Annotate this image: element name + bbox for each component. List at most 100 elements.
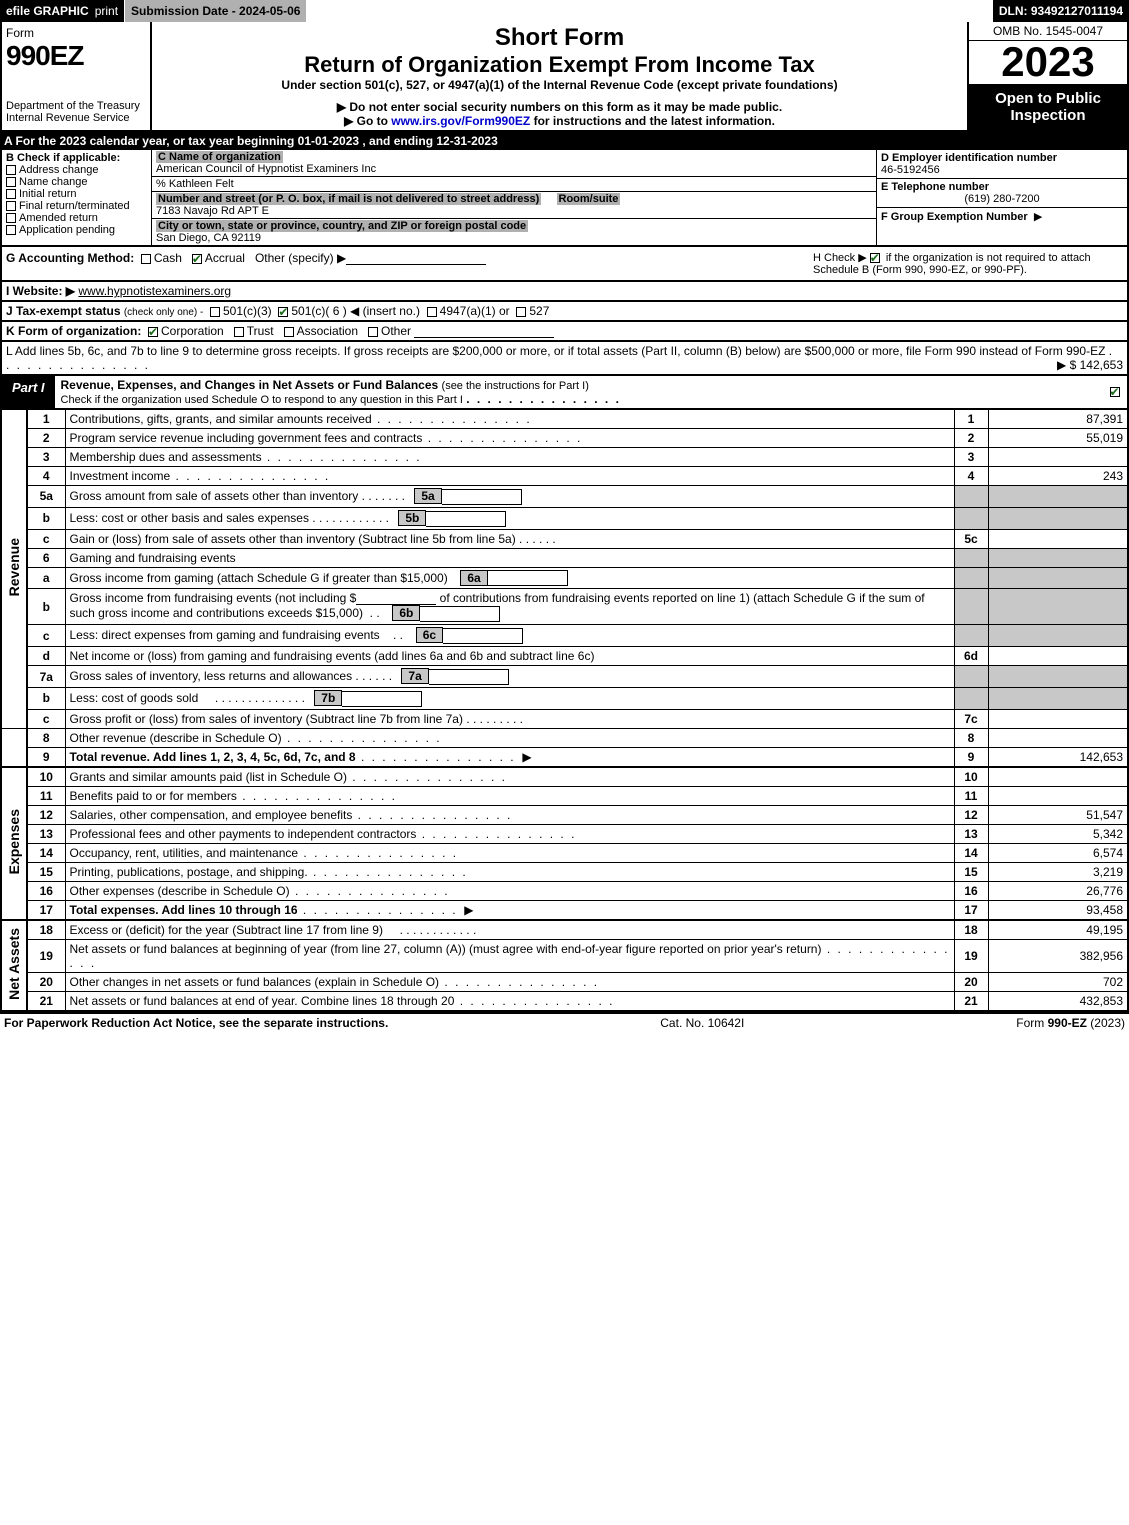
row-6: 6 Gaming and fundraising events (1, 548, 1128, 567)
form-word: Form (6, 26, 146, 40)
other-blank[interactable] (346, 253, 486, 265)
chk-501c[interactable] (278, 307, 288, 317)
l12-dots (352, 808, 512, 822)
org-name: American Council of Hypnotist Examiners … (156, 163, 376, 175)
row-13: 13 Professional fees and other payments … (1, 824, 1128, 843)
l7a-subval[interactable] (429, 669, 509, 685)
l21-desc: Net assets or fund balances at end of ye… (65, 991, 954, 1011)
c-name-row: C Name of organization American Council … (152, 150, 876, 177)
l5b-box-shade (954, 507, 988, 529)
l6c-sub: 6c (416, 627, 443, 643)
l5a-desc: Gross amount from sale of assets other t… (65, 486, 954, 508)
chk-amended-label: Amended return (19, 212, 98, 224)
l4-dots (170, 469, 330, 483)
chk-4947[interactable] (427, 307, 437, 317)
box-e: E Telephone number (619) 280-7200 (877, 179, 1127, 208)
l7b-sub: 7b (314, 690, 342, 706)
chk-trust[interactable] (234, 327, 244, 337)
l6b-subval[interactable] (420, 606, 500, 622)
l6b-blank[interactable] (356, 593, 436, 605)
l20-desc-text: Other changes in net assets or fund bala… (70, 975, 440, 989)
chk-amended[interactable]: Amended return (6, 212, 147, 224)
l6b-box-shade (954, 589, 988, 625)
footer-right-post: (2023) (1087, 1016, 1125, 1030)
l6c-subval[interactable] (443, 628, 523, 644)
chk-name-label: Name change (19, 176, 88, 188)
chk-scho[interactable] (1110, 387, 1120, 397)
l8-dots (282, 731, 442, 745)
chk-address[interactable]: Address change (6, 164, 147, 176)
row-21: 21 Net assets or fund balances at end of… (1, 991, 1128, 1011)
chk-assoc[interactable] (284, 327, 294, 337)
l5b-desc: Less: cost or other basis and sales expe… (65, 507, 954, 529)
l7c-amt (988, 709, 1128, 728)
ein: 46-5192456 (881, 164, 940, 176)
website[interactable]: www.hypnotistexaminers.org (78, 284, 231, 298)
l10-dots (347, 770, 507, 784)
l7c-num: c (27, 709, 65, 728)
l5b-subval[interactable] (426, 511, 506, 527)
l19-desc: Net assets or fund balances at beginning… (65, 939, 954, 972)
l5a-num: 5a (27, 486, 65, 508)
efile-graphic[interactable]: efile GRAPHIC print (0, 0, 125, 22)
note-goto: ▶ Go to www.irs.gov/Form990EZ for instru… (158, 114, 961, 128)
l5a-subval[interactable] (442, 489, 522, 505)
chk-schedule-b[interactable] (870, 253, 880, 263)
row-1: Revenue 1 Contributions, gifts, grants, … (1, 410, 1128, 429)
row-20: 20 Other changes in net assets or fund b… (1, 972, 1128, 991)
l5c-desc-text: Gain or (loss) from sale of assets other… (70, 532, 516, 546)
l16-amt: 26,776 (988, 881, 1128, 900)
row-7b: b Less: cost of goods sold . . . . . . .… (1, 687, 1128, 709)
row-6c: c Less: direct expenses from gaming and … (1, 625, 1128, 647)
chk-initial[interactable]: Initial return (6, 188, 147, 200)
chk-527[interactable] (516, 307, 526, 317)
line-h: H Check ▶ if the organization is not req… (813, 251, 1123, 276)
l7b-subval[interactable] (342, 691, 422, 707)
l6-box-shade (954, 548, 988, 567)
chk-other-org[interactable] (368, 327, 378, 337)
part1-header: Part I Revenue, Expenses, and Changes in… (0, 376, 1129, 410)
l7c-desc-text: Gross profit or (loss) from sales of inv… (70, 712, 463, 726)
other-org-blank[interactable] (414, 326, 554, 338)
l20-dots (439, 975, 599, 989)
l8-num: 8 (27, 728, 65, 747)
l8-desc: Other revenue (describe in Schedule O) (65, 728, 954, 747)
l10-amt (988, 768, 1128, 787)
part1-tab: Part I (2, 376, 55, 408)
l11-dots (237, 789, 397, 803)
l17-dots (298, 903, 458, 917)
l5a-box-shade (954, 486, 988, 508)
opt-assoc: Association (297, 324, 358, 338)
chk-name[interactable]: Name change (6, 176, 147, 188)
l18-desc-text: Excess or (deficit) for the year (Subtra… (70, 923, 383, 937)
chk-pending[interactable]: Application pending (6, 224, 147, 236)
chk-corp[interactable] (148, 327, 158, 337)
l1-amt: 87,391 (988, 410, 1128, 429)
f-label: F Group Exemption Number (881, 211, 1028, 223)
l12-box: 12 (954, 805, 988, 824)
print-link[interactable]: print (95, 4, 118, 18)
l6a-subval[interactable] (488, 570, 568, 586)
l20-amt: 702 (988, 972, 1128, 991)
l7b-box-shade (954, 687, 988, 709)
l18-num: 18 (27, 921, 65, 940)
l14-desc-text: Occupancy, rent, utilities, and maintena… (70, 846, 299, 860)
chk-accrual[interactable] (192, 254, 202, 264)
box-f: F Group Exemption Number ▶ (877, 208, 1127, 225)
part1-dots (466, 392, 621, 406)
l8-amt (988, 728, 1128, 747)
chk-501c3[interactable] (210, 307, 220, 317)
l3-desc-text: Membership dues and assessments (70, 450, 262, 464)
accrual-label: Accrual (205, 251, 245, 265)
chk-cash[interactable] (141, 254, 151, 264)
chk-final[interactable]: Final return/terminated (6, 200, 147, 212)
l14-dots (298, 846, 458, 860)
l6b-desc: Gross income from fundraising events (no… (65, 589, 954, 625)
city: San Diego, CA 92119 (156, 232, 261, 244)
l5c-box: 5c (954, 529, 988, 548)
l-amount: ▶ $ 142,653 (1057, 358, 1123, 372)
opt-other-org: Other (381, 324, 411, 338)
irs-link[interactable]: www.irs.gov/Form990EZ (391, 114, 530, 128)
c-addr-row: Number and street (or P. O. box, if mail… (152, 192, 876, 219)
l10-desc: Grants and similar amounts paid (list in… (65, 768, 954, 787)
